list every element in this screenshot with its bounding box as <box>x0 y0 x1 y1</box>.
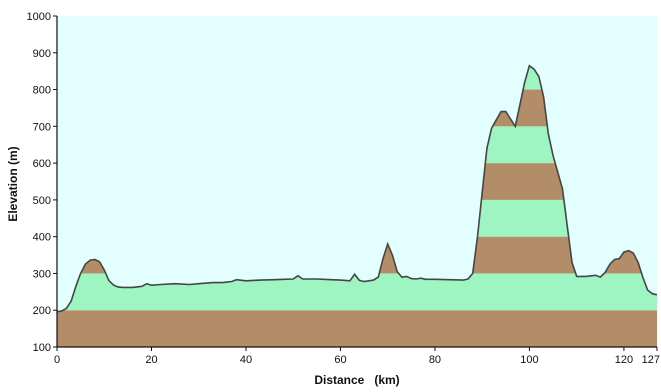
x-tick-label: 127 <box>642 354 660 366</box>
y-tick-label: 600 <box>33 158 51 170</box>
y-tick-label: 500 <box>33 195 51 207</box>
y-tick-label: 900 <box>33 48 51 60</box>
y-tick-label: 700 <box>33 121 51 133</box>
x-tick-label: 40 <box>240 354 252 366</box>
y-tick-label: 300 <box>33 268 51 280</box>
x-tick-label: 120 <box>615 354 633 366</box>
x-tick-label: 0 <box>54 354 60 366</box>
x-tick-label: 100 <box>520 354 538 366</box>
y-tick-label: 100 <box>33 342 51 354</box>
y-tick-label: 1000 <box>27 11 51 23</box>
elevation-band-100-200 <box>57 310 657 347</box>
y-tick-label: 200 <box>33 305 51 317</box>
x-axis-title: Distance (km) <box>314 373 399 387</box>
y-tick-label: 800 <box>33 85 51 97</box>
x-tick-label: 80 <box>429 354 441 366</box>
x-tick-label: 60 <box>334 354 346 366</box>
y-tick-label: 400 <box>33 232 51 244</box>
elevation-profile-line <box>56 64 658 313</box>
axes: 100 200 300 400 500 600 700 800 900 1000 0 20 40 60 80… <box>27 11 660 366</box>
y-axis-title: Elevation (m) <box>6 146 20 221</box>
x-tick-label: 20 <box>145 354 157 366</box>
